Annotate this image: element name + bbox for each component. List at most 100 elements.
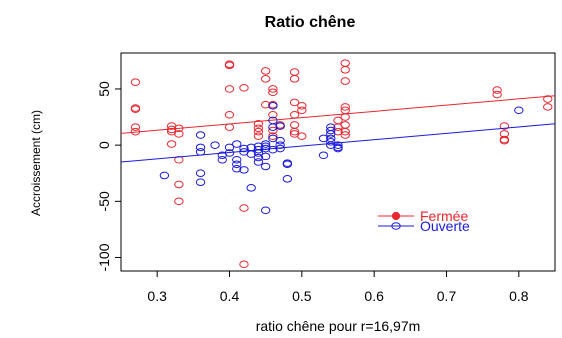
data-point xyxy=(166,125,177,134)
data-point xyxy=(275,144,285,153)
data-point xyxy=(195,143,206,152)
data-point xyxy=(275,136,285,145)
x-tick-label: 0.3 xyxy=(147,288,167,304)
data-point xyxy=(318,134,329,143)
data-point xyxy=(268,145,278,154)
data-point xyxy=(260,162,271,171)
x-tick-label: 0.7 xyxy=(437,288,457,304)
data-point xyxy=(174,124,184,133)
data-point xyxy=(253,119,264,128)
x-tick-label: 0.4 xyxy=(220,288,240,304)
data-point xyxy=(268,111,278,119)
data-point xyxy=(253,124,264,133)
data-point xyxy=(260,142,271,151)
data-point xyxy=(289,121,300,129)
data-point xyxy=(239,204,249,212)
data-point xyxy=(340,113,350,121)
data-point xyxy=(340,77,350,85)
y-tick-label: 50 xyxy=(96,81,112,97)
data-point xyxy=(253,153,264,162)
data-point xyxy=(326,137,336,146)
data-point xyxy=(239,144,249,153)
data-point xyxy=(268,126,278,135)
data-point xyxy=(195,148,206,156)
data-point xyxy=(297,102,307,110)
chart-axes: 0.3 0.4 0.5 0.6 0.7 0.8 -100 -50 0 50 xyxy=(96,81,529,304)
data-point xyxy=(289,127,300,136)
data-point xyxy=(260,206,271,215)
data-point xyxy=(289,111,300,119)
data-point xyxy=(166,140,177,148)
legend-label: Fermée xyxy=(420,208,468,224)
data-point xyxy=(159,171,170,180)
data-point xyxy=(224,123,235,131)
data-point xyxy=(268,102,278,110)
data-point xyxy=(340,131,350,139)
data-point xyxy=(195,178,206,187)
plot-area xyxy=(120,52,556,272)
data-point xyxy=(130,78,141,87)
data-point xyxy=(260,140,271,148)
y-axis-label: Accroissement (cm) xyxy=(29,110,43,216)
data-point xyxy=(253,132,264,140)
data-point xyxy=(318,151,329,160)
data-point xyxy=(340,121,350,129)
data-point xyxy=(340,66,350,74)
data-point xyxy=(289,75,300,83)
data-point xyxy=(268,123,278,131)
data-point xyxy=(289,68,300,76)
data-point xyxy=(340,103,350,111)
data-point xyxy=(224,61,235,70)
x-tick-label: 0.6 xyxy=(364,288,384,304)
data-point xyxy=(543,103,553,111)
data-point xyxy=(340,127,350,136)
data-point xyxy=(297,132,307,140)
data-point xyxy=(130,127,141,136)
data-point xyxy=(239,260,249,269)
data-point xyxy=(492,86,502,94)
data-point xyxy=(492,90,502,99)
data-point xyxy=(130,123,141,131)
data-point xyxy=(253,149,264,157)
x-tick-label: 0.5 xyxy=(292,288,312,304)
data-point xyxy=(297,106,307,115)
data-point xyxy=(260,75,271,83)
y-tick-label: -100 xyxy=(96,243,112,271)
data-point xyxy=(195,131,206,139)
data-point xyxy=(543,95,553,103)
data-point xyxy=(268,132,278,140)
data-point xyxy=(499,136,510,145)
data-point xyxy=(253,158,264,166)
data-point xyxy=(224,85,235,93)
data-point xyxy=(282,175,293,183)
data-point xyxy=(232,164,242,173)
data-point xyxy=(260,100,271,109)
y-tick-label: 0 xyxy=(96,141,112,149)
data-point xyxy=(224,111,235,119)
data-point xyxy=(246,184,256,192)
data-point xyxy=(174,197,184,206)
y-tick-label: -50 xyxy=(96,191,112,211)
data-point xyxy=(499,122,510,130)
data-point xyxy=(239,166,249,174)
x-axis-label: ratio chêne pour r=16,97m xyxy=(256,318,421,334)
data-point xyxy=(282,160,293,169)
data-point xyxy=(174,180,184,189)
data-point xyxy=(260,67,271,75)
data-point xyxy=(210,141,220,149)
data-point xyxy=(195,169,206,178)
data-point xyxy=(224,149,235,157)
trend-line-ouverte xyxy=(120,123,556,163)
data-point xyxy=(239,84,249,92)
data-point xyxy=(253,127,264,136)
data-point xyxy=(232,155,242,164)
data-point xyxy=(340,59,350,67)
data-point xyxy=(246,150,256,158)
data-point xyxy=(217,155,227,164)
data-point xyxy=(326,130,336,138)
legend-marker xyxy=(391,211,401,221)
data-point xyxy=(514,106,524,115)
data-point xyxy=(253,145,264,154)
